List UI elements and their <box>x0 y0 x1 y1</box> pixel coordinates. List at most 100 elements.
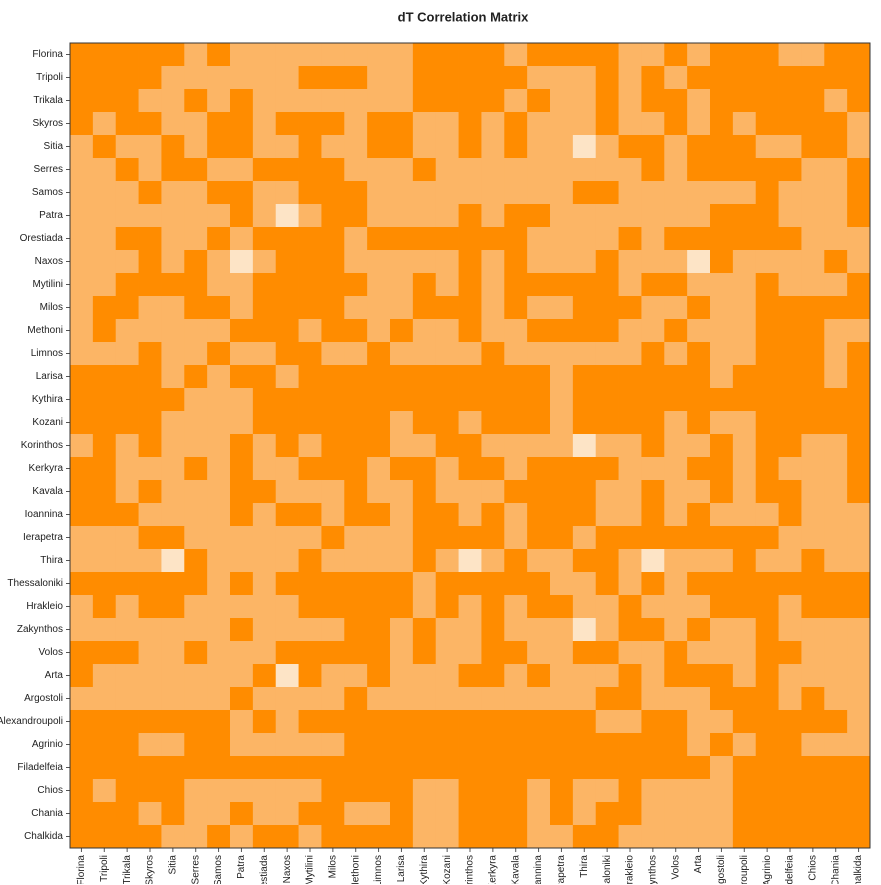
cell <box>527 779 551 803</box>
cell <box>252 756 277 780</box>
cell <box>847 388 871 412</box>
cell <box>275 342 299 366</box>
cell <box>732 89 757 113</box>
cell <box>390 641 414 665</box>
cell <box>367 549 391 573</box>
cell <box>207 66 231 90</box>
cell <box>207 687 231 711</box>
cell <box>664 365 688 389</box>
cell <box>390 595 414 619</box>
cell <box>367 802 391 826</box>
cell <box>275 480 299 504</box>
cell <box>618 112 642 136</box>
cell <box>390 756 414 780</box>
x-tick-label: Kerkyra <box>487 855 498 885</box>
cell <box>138 825 162 849</box>
cell <box>115 572 139 596</box>
cell <box>115 802 139 826</box>
cell <box>641 365 665 389</box>
cell <box>710 181 734 205</box>
cell <box>710 342 734 366</box>
cell <box>641 825 665 849</box>
cell <box>458 66 482 90</box>
y-tick-label: Volos <box>39 647 63 658</box>
cell <box>847 618 871 642</box>
cell <box>664 181 688 205</box>
cell <box>687 503 711 527</box>
cell <box>504 779 528 803</box>
cell <box>710 89 734 113</box>
cell <box>435 733 459 757</box>
cell <box>70 457 94 481</box>
cell <box>504 342 528 366</box>
cell <box>92 664 117 688</box>
cell <box>207 112 231 136</box>
y-tick-label: Ioannina <box>25 509 64 520</box>
cell <box>458 112 482 136</box>
cell <box>481 779 505 803</box>
cell <box>710 549 734 573</box>
cell <box>161 595 185 619</box>
cell <box>710 66 734 90</box>
cell <box>298 802 322 826</box>
cell <box>92 434 117 458</box>
cell <box>732 158 757 182</box>
cell <box>824 89 848 113</box>
cell <box>824 434 848 458</box>
cell <box>527 457 551 481</box>
cell <box>504 710 528 734</box>
cell <box>207 296 231 320</box>
cell <box>801 526 825 550</box>
cell <box>367 43 391 67</box>
cell <box>435 457 459 481</box>
cell <box>161 388 185 412</box>
cell <box>710 296 734 320</box>
cell <box>367 181 391 205</box>
cell <box>847 365 871 389</box>
cell <box>435 664 459 688</box>
cell <box>527 480 551 504</box>
cell <box>138 710 162 734</box>
cell <box>618 204 642 228</box>
cell <box>344 273 368 297</box>
cell <box>755 779 779 803</box>
cell <box>801 779 825 803</box>
cell <box>550 135 574 159</box>
cell <box>847 641 871 665</box>
cell <box>252 342 277 366</box>
cell <box>732 135 757 159</box>
cell <box>207 526 231 550</box>
cell <box>412 135 437 159</box>
cell <box>252 158 277 182</box>
cell <box>527 319 551 343</box>
cell <box>298 342 322 366</box>
cell <box>207 710 231 734</box>
cell <box>458 411 482 435</box>
cell <box>801 296 825 320</box>
cell <box>435 480 459 504</box>
cell <box>230 779 254 803</box>
cell <box>230 434 254 458</box>
cell <box>252 296 277 320</box>
cell <box>710 227 734 251</box>
y-tick-label: Samos <box>32 187 63 198</box>
cell <box>115 595 139 619</box>
cell <box>778 756 802 780</box>
cell <box>550 365 574 389</box>
cell <box>641 89 665 113</box>
cell <box>595 641 619 665</box>
cell <box>92 43 117 67</box>
cell <box>412 733 437 757</box>
cell <box>230 480 254 504</box>
cell <box>321 365 345 389</box>
cell <box>207 756 231 780</box>
cell <box>847 227 871 251</box>
cell <box>70 411 94 435</box>
cell <box>252 733 277 757</box>
cell <box>481 273 505 297</box>
cell <box>92 779 117 803</box>
cell <box>481 802 505 826</box>
cell <box>504 595 528 619</box>
cell <box>298 319 322 343</box>
cell <box>778 664 802 688</box>
